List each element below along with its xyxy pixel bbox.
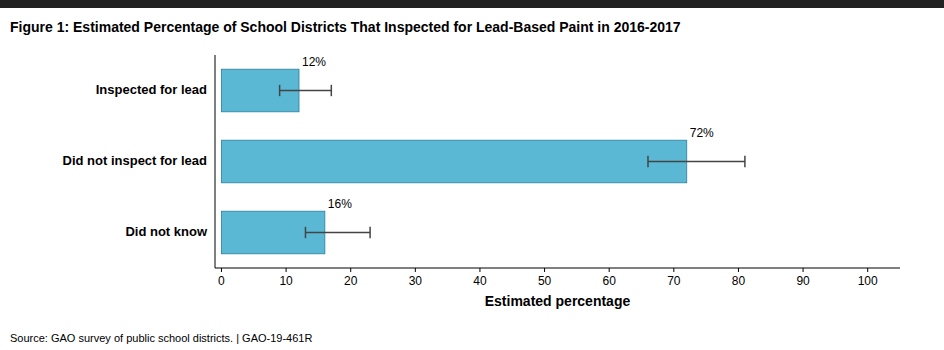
plot-area [221, 69, 744, 254]
error-cap [369, 227, 371, 238]
data-label: 12% [302, 55, 326, 69]
bar [221, 140, 686, 183]
y-tick-label: Did not know [125, 224, 207, 239]
x-tick-label: 70 [667, 274, 681, 288]
x-tick [867, 268, 868, 272]
x-tick [673, 268, 674, 272]
x-axis-line [215, 268, 900, 269]
chart: Figure 1: Estimated Percentage of School… [0, 0, 944, 350]
x-tick [221, 268, 222, 272]
error-bar [280, 85, 332, 96]
x-tick-label: 40 [473, 274, 487, 288]
source-note: Source: GAO survey of public school dist… [10, 332, 312, 344]
error-line [280, 90, 332, 92]
x-tick [609, 268, 610, 272]
error-bar [305, 227, 370, 238]
error-bar [648, 156, 745, 167]
x-axis-label: Estimated percentage [485, 293, 631, 309]
error-line [305, 232, 370, 234]
error-cap [279, 85, 281, 96]
error-cap [647, 156, 649, 167]
error-cap [305, 227, 307, 238]
x-tick-label: 20 [344, 274, 358, 288]
x-tick-label: 60 [603, 274, 617, 288]
y-tick-label: Inspected for lead [96, 82, 207, 97]
error-cap [744, 156, 746, 167]
x-tick [479, 268, 480, 272]
x-tick-label: 50 [538, 274, 552, 288]
error-cap [331, 85, 333, 96]
x-tick [415, 268, 416, 272]
data-label: 16% [328, 197, 352, 211]
x-tick [738, 268, 739, 272]
y-axis-line [215, 55, 216, 268]
y-tick-label: Did not inspect for lead [63, 153, 208, 168]
error-line [648, 161, 745, 163]
x-tick [544, 268, 545, 272]
title: Figure 1: Estimated Percentage of School… [10, 19, 681, 35]
x-tick [286, 268, 287, 272]
x-tick-label: 30 [409, 274, 423, 288]
x-tick-label: 10 [279, 274, 293, 288]
x-tick-label: 100 [858, 274, 878, 288]
header-bar [0, 0, 944, 8]
x-tick-label: 80 [732, 274, 746, 288]
data-label: 72% [690, 126, 714, 140]
x-tick-label: 0 [218, 274, 225, 288]
x-tick [803, 268, 804, 272]
x-tick [350, 268, 351, 272]
x-tick-label: 90 [796, 274, 810, 288]
